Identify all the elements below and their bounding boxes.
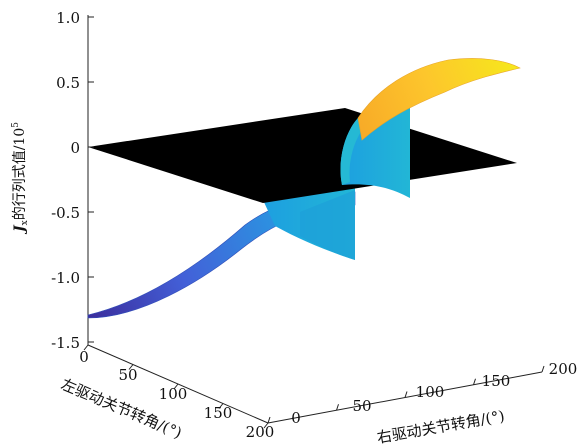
z-tick-label: -1.0 bbox=[51, 269, 80, 287]
z-tick-label: -1.5 bbox=[51, 334, 80, 352]
y-tick-label: 50 bbox=[352, 397, 371, 415]
y-tick-labels: 0 50 100 150 200 bbox=[291, 360, 577, 427]
x-tick-label: 200 bbox=[246, 423, 275, 441]
y-tick-label: 100 bbox=[416, 383, 445, 401]
z-tick-label: 0 bbox=[70, 139, 80, 157]
z-axis-label: Jx的行列式值/105 bbox=[11, 122, 30, 235]
x-tick-label: 0 bbox=[79, 348, 89, 366]
x-tick-labels: 0 50 100 150 200 bbox=[79, 348, 274, 441]
z-axis-label-sub: x bbox=[20, 220, 30, 225]
y-ticks bbox=[267, 365, 545, 424]
x-tick-label: 50 bbox=[118, 366, 137, 384]
z-ticks bbox=[88, 16, 94, 343]
z-axis-label-rest: 的行列式值/10 bbox=[12, 128, 28, 221]
y-tick-label: 200 bbox=[549, 360, 578, 378]
x-tick-label: 100 bbox=[159, 385, 188, 403]
x-ticks bbox=[83, 344, 269, 429]
surface-wall-lower-shade bbox=[300, 190, 355, 260]
y-tick-label: 0 bbox=[291, 409, 301, 427]
y-tick-label: 150 bbox=[482, 372, 511, 390]
y-axis-label: 右驱动关节转角/(°) bbox=[376, 407, 506, 446]
surface-wall-upper-front bbox=[340, 118, 362, 185]
z-axis-label-exp: 5 bbox=[11, 122, 21, 128]
z-tick-label: 1.0 bbox=[56, 9, 80, 27]
zero-plane bbox=[88, 108, 517, 203]
z-axis-label-main: J bbox=[12, 224, 28, 235]
surface-positive-sheet bbox=[357, 58, 521, 141]
z-tick-labels: 1.0 0.5 0 -0.5 -1.0 -1.5 bbox=[51, 9, 80, 352]
x-tick-label: 150 bbox=[204, 404, 233, 422]
z-tick-label: -0.5 bbox=[51, 204, 80, 222]
z-tick-label: 0.5 bbox=[56, 74, 80, 92]
